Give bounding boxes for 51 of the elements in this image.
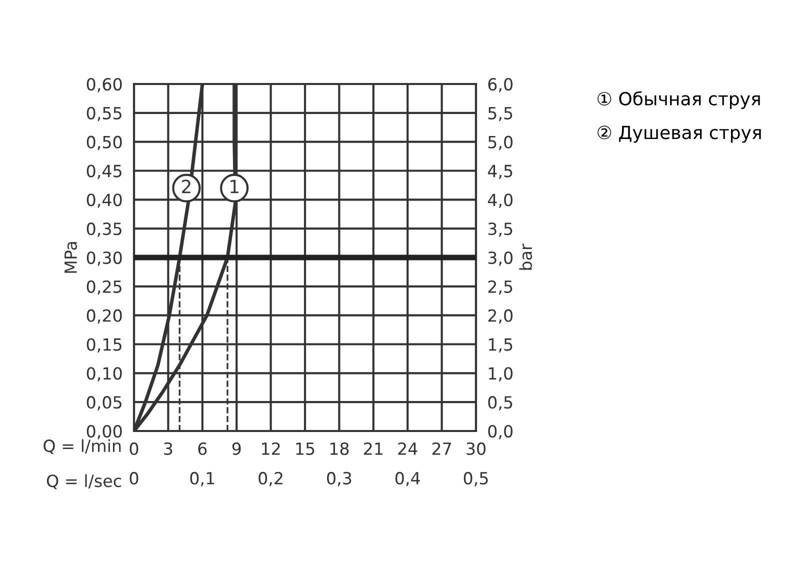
text: ① Обычная струя (598, 91, 760, 110)
y2-tick-label: 4,5 (488, 164, 512, 180)
x-tick-label: 24 (398, 442, 418, 455)
y-tick-label: 0,40 (86, 194, 122, 208)
y2-tick-label: 1,0 (488, 367, 513, 382)
x-tick-label: 9 (232, 442, 241, 456)
y-tick-label: 0,55 (86, 106, 122, 122)
y-tick-label: 0,15 (86, 338, 122, 353)
x-tick-label: 6 (198, 442, 207, 456)
annotation: 2 (182, 180, 190, 194)
y-tick-label: 0,00 (86, 424, 122, 440)
x2-tick-label: 0,3 (327, 472, 352, 486)
y2-tick-label: 3,0 (488, 251, 513, 266)
x-tick-label: 15 (296, 442, 314, 456)
y-tick-label: 0,05 (86, 396, 122, 410)
x-tick-label: 3 (164, 442, 172, 456)
y2-tick-label: 5,5 (488, 107, 512, 122)
y2-tick-label: 3,5 (488, 222, 512, 237)
x-axis-title: Q = l/min (44, 439, 121, 454)
x-tick-label: 0 (130, 442, 138, 456)
y2-tick-label: 6,0 (488, 78, 513, 92)
y2-axis-title: bar (519, 244, 532, 270)
y-tick-label: 0,45 (86, 164, 122, 180)
y-tick-label: 0,50 (86, 136, 122, 150)
y2-tick-label: 2,0 (488, 309, 513, 324)
x2-tick-label: 0,4 (395, 472, 420, 486)
x2-tick-label: 0,1 (190, 472, 214, 486)
y2-tick-label: 4,0 (488, 194, 513, 208)
text: ② Душевая струя (598, 126, 761, 143)
x2-axis-title: Q = l/sec (46, 474, 121, 490)
y-tick-label: 0,20 (86, 309, 122, 324)
x-tick-label: 12 (262, 442, 280, 455)
y-tick-label: 0,60 (86, 78, 122, 92)
x2-tick-label: 0 (130, 472, 138, 485)
x-tick-label: 30 (466, 442, 486, 456)
x2-tick-label: 0,2 (258, 472, 282, 486)
y-tick-label: 0,35 (86, 222, 122, 237)
y-tick-label: 0,30 (86, 251, 122, 266)
y-axis-title: MPa (64, 242, 77, 273)
y-tick-label: 0,25 (86, 280, 122, 295)
y2-tick-label: 1,5 (488, 338, 512, 353)
x-tick-label: 21 (364, 442, 382, 455)
x-tick-label: 27 (432, 442, 451, 455)
annotation: 1 (230, 180, 238, 194)
x-tick-label: 18 (330, 442, 349, 456)
x2-tick-label: 0,5 (464, 472, 488, 486)
y2-tick-label: 2,5 (488, 280, 512, 295)
y2-tick-label: 0,5 (488, 396, 512, 410)
y-tick-label: 0,10 (86, 367, 122, 382)
y2-tick-label: 0,0 (488, 424, 513, 440)
y2-tick-label: 5,0 (488, 136, 513, 150)
